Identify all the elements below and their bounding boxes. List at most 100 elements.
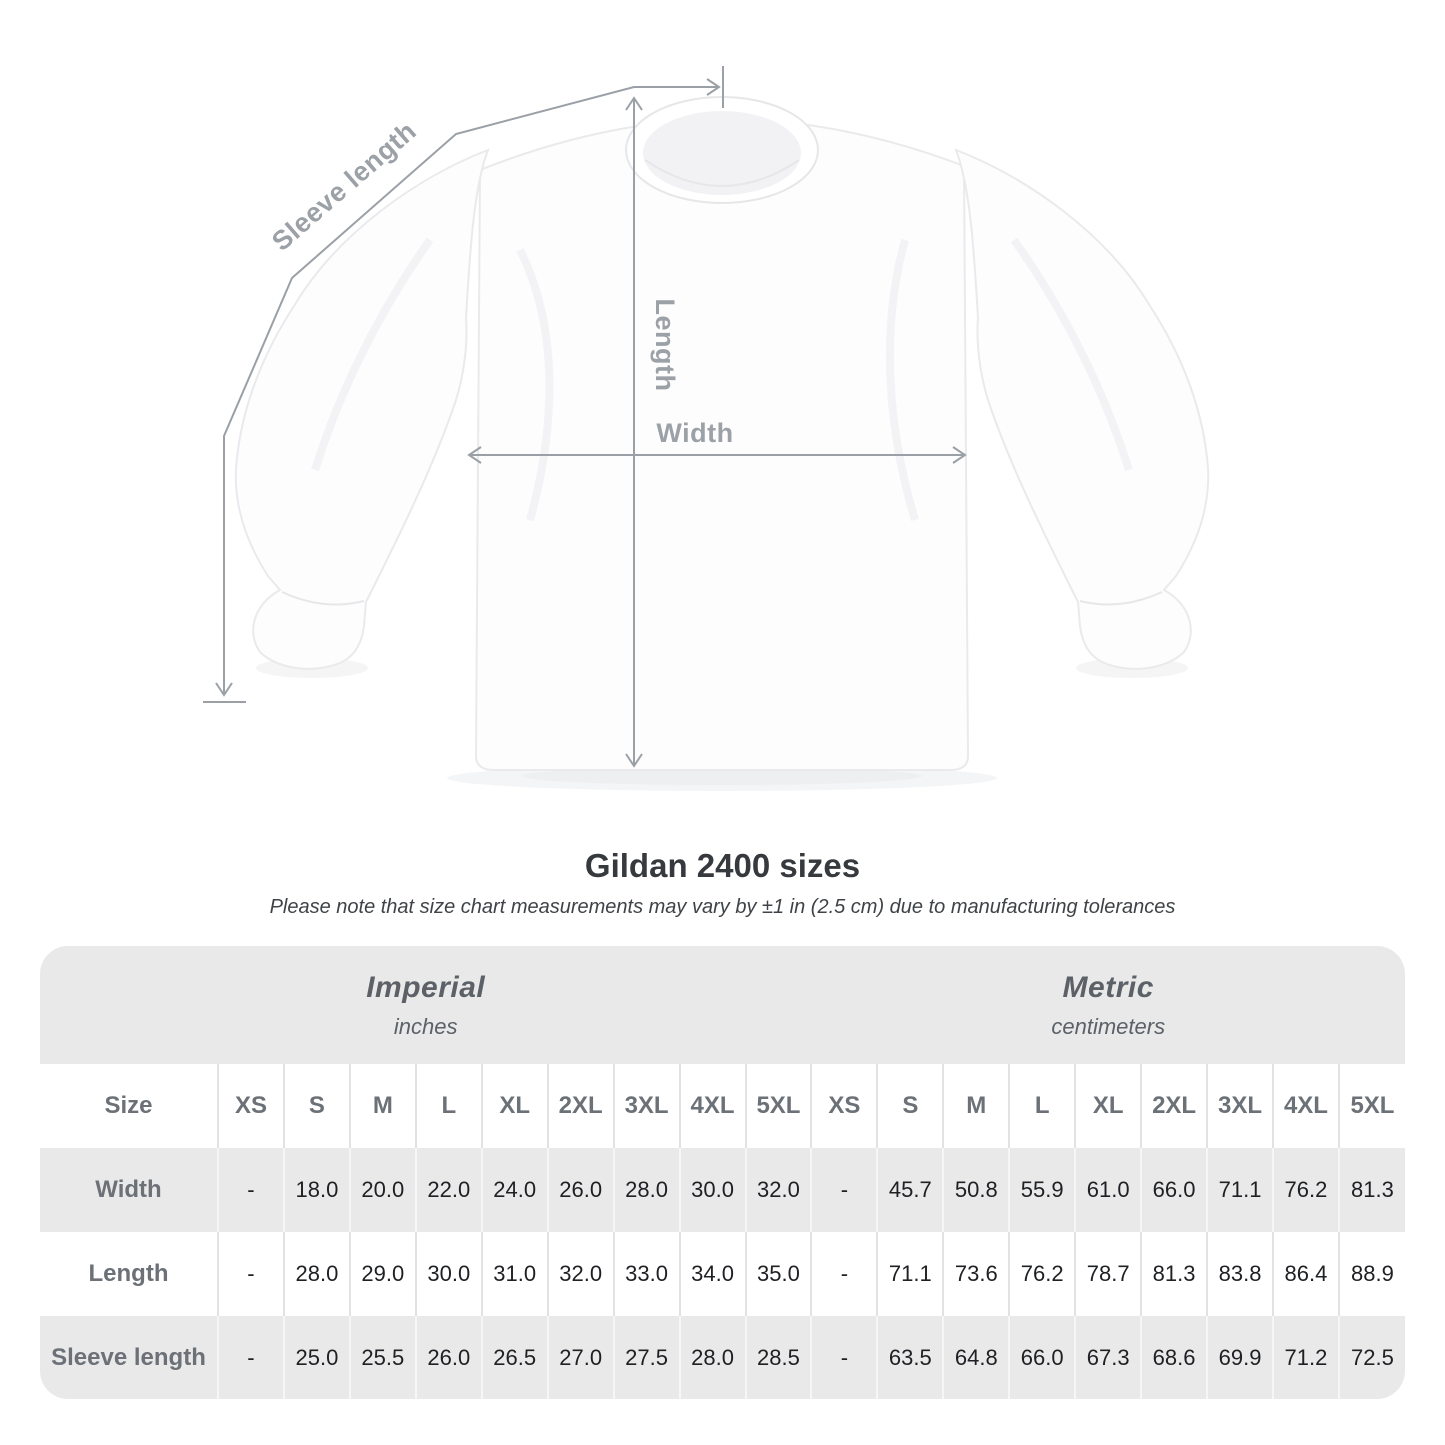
- arrow-right-icon: [706, 78, 721, 96]
- measurement-cell: 27.5: [612, 1316, 680, 1399]
- shirt-body-fold: [516, 248, 554, 522]
- measurement-cell: -: [810, 1316, 878, 1399]
- measurement-cell: 73.6: [942, 1232, 1010, 1316]
- size-chart-heading: Gildan 2400 sizes Please note that size …: [0, 846, 1445, 920]
- shirt-body: [474, 116, 970, 771]
- imperial-group-name: Imperial: [366, 970, 486, 1004]
- measurement-cell: 25.5: [348, 1316, 416, 1399]
- shirt-illustration: Sleeve length Length Width: [203, 66, 1210, 791]
- shirt-measurement-diagram: Sleeve length Length Width: [203, 66, 1210, 791]
- size-col-header-metric-xl: XL: [1074, 1064, 1142, 1148]
- measurement-cell: 50.8: [942, 1148, 1010, 1232]
- measurement-cell: 35.0: [744, 1232, 812, 1316]
- measurement-cell: -: [217, 1316, 284, 1399]
- table-row-length: Length -28.0 29.0 30.0 31.0 32.0 33.0 34.0 35.0-…: [40, 1232, 1405, 1316]
- measurement-cell: 45.7: [876, 1148, 944, 1232]
- size-col-header-metric-5xl: 5XL: [1337, 1064, 1405, 1148]
- size-col-header-metric-xs: XS: [810, 1064, 878, 1148]
- measurement-cell: -: [810, 1232, 878, 1316]
- measurement-cell: 64.8: [942, 1316, 1010, 1399]
- row-label: Sleeve length: [51, 1343, 206, 1371]
- size-col-header-imperial-3xl: 3XL: [612, 1064, 680, 1148]
- width-label: Width: [656, 418, 733, 448]
- measurement-cell: 71.1: [1206, 1148, 1273, 1232]
- row-label: Width: [95, 1176, 162, 1203]
- size-column-label: Size: [104, 1092, 153, 1119]
- measurement-cell: 88.9: [1337, 1232, 1405, 1316]
- page-title: Gildan 2400 sizes: [584, 847, 861, 884]
- size-col-header-imperial-4xl: 4XL: [678, 1064, 746, 1148]
- measurement-cell: 34.0: [678, 1232, 746, 1316]
- measurement-cell: 33.0: [612, 1232, 680, 1316]
- arrow-down-icon: [215, 682, 233, 697]
- shirt-body-fold: [885, 238, 919, 522]
- size-col-header-imperial-s: S: [282, 1064, 350, 1148]
- right-cuff-seam: [1079, 591, 1163, 606]
- measurement-cell: 26.0: [414, 1316, 482, 1399]
- left-sleeve-fold: [311, 237, 434, 472]
- table-row-sleeve-length: Sleeve length -25.0 25.5 26.0 26.5 27.0 27.5 28…: [40, 1316, 1405, 1399]
- measurement-cell: 76.2: [1272, 1148, 1339, 1232]
- arrow-up-icon: [625, 96, 643, 111]
- measurement-cell: 25.0: [282, 1316, 350, 1399]
- measurement-cell: 71.1: [876, 1232, 944, 1316]
- imperial-group-header: Imperial inches: [40, 946, 811, 1064]
- length-dimension: Length: [625, 96, 680, 768]
- size-col-header-imperial-m: M: [348, 1064, 416, 1148]
- measurement-cell: 28.0: [678, 1316, 746, 1399]
- measurement-cell: 72.5: [1337, 1316, 1405, 1399]
- measurement-cell: 31.0: [480, 1232, 548, 1316]
- measurement-cell: 26.5: [480, 1316, 548, 1399]
- measurement-cell: 86.4: [1272, 1232, 1339, 1316]
- size-col-header-metric-4xl: 4XL: [1272, 1064, 1339, 1148]
- measurement-cell: 28.0: [282, 1232, 350, 1316]
- measurement-cell: -: [810, 1148, 878, 1232]
- measurement-cell: 66.0: [1140, 1148, 1208, 1232]
- size-col-header-metric-2xl: 2XL: [1140, 1064, 1208, 1148]
- measurement-cell: 29.0: [348, 1232, 416, 1316]
- size-chart-table: Imperial inches Metric centimeters Size …: [40, 946, 1405, 1399]
- measurement-cell: 83.8: [1206, 1232, 1273, 1316]
- measurement-cell: 20.0: [348, 1148, 416, 1232]
- size-col-header-imperial-l: L: [414, 1064, 482, 1148]
- size-col-header-metric-m: M: [942, 1064, 1010, 1148]
- measurement-cell: 26.0: [546, 1148, 614, 1232]
- measurement-cell: 63.5: [876, 1316, 944, 1399]
- measurement-cell: 61.0: [1074, 1148, 1142, 1232]
- size-col-header-imperial-5xl: 5XL: [744, 1064, 812, 1148]
- measurement-cell: 76.2: [1008, 1232, 1076, 1316]
- imperial-group-unit: inches: [393, 1013, 458, 1039]
- measurement-cell: 28.0: [612, 1148, 680, 1232]
- measurement-cell: 22.0: [414, 1148, 482, 1232]
- measurement-cell: -: [217, 1232, 284, 1316]
- measurement-cell: 30.0: [678, 1148, 746, 1232]
- measurement-cell: 55.9: [1008, 1148, 1076, 1232]
- measurement-cell: 27.0: [546, 1316, 614, 1399]
- size-col-header-imperial-xs: XS: [217, 1064, 284, 1148]
- measurement-cell: 66.0: [1008, 1316, 1076, 1399]
- collar-band-seam: [644, 159, 800, 187]
- measurement-cell: 32.0: [744, 1148, 812, 1232]
- measurement-cell: 78.7: [1074, 1232, 1142, 1316]
- size-table-body: Width -18.0 20.0 22.0 24.0 26.0 28.0 30.0 32.0-4…: [40, 1148, 1405, 1399]
- unit-group-header-row: Imperial inches Metric centimeters: [40, 946, 1405, 1064]
- measurement-cell: 32.0: [546, 1232, 614, 1316]
- metric-group-header: Metric centimeters: [811, 946, 1405, 1064]
- shirt-shadow: [447, 765, 997, 791]
- measurement-cell: 69.9: [1206, 1316, 1273, 1399]
- measurement-cell: 30.0: [414, 1232, 482, 1316]
- measurement-cell: 24.0: [480, 1148, 548, 1232]
- width-dimension: Width: [467, 418, 967, 464]
- measurement-cell: 71.2: [1272, 1316, 1339, 1399]
- size-col-header-metric-s: S: [876, 1064, 944, 1148]
- metric-group-unit: centimeters: [1051, 1013, 1166, 1039]
- collar-opening: [643, 111, 801, 195]
- shirt-shadow-inner: [522, 767, 922, 785]
- measurement-cell: -: [217, 1148, 284, 1232]
- size-col-header-metric-3xl: 3XL: [1206, 1064, 1273, 1148]
- measurement-cell: 68.6: [1140, 1316, 1208, 1399]
- arrow-left-icon: [467, 446, 482, 464]
- shirt-left-sleeve: [234, 148, 490, 670]
- measurement-cell: 81.3: [1140, 1232, 1208, 1316]
- tolerance-note: Please note that size chart measurements…: [269, 896, 1176, 918]
